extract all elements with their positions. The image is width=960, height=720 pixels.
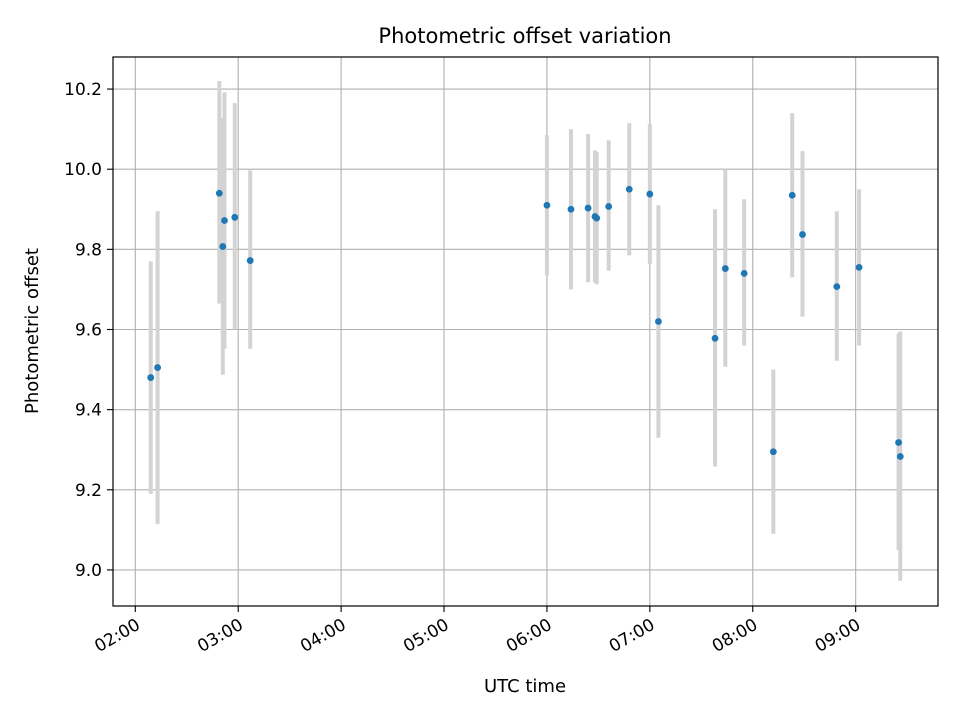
x-tick-label: 03:00 [194,615,246,657]
y-tick-label: 9.6 [75,320,102,340]
x-tick-label: 06:00 [503,615,555,657]
x-axis-ticks: 02:00 03:00 04:00 05:00 06:00 07:00 08:00 09:00 [91,606,864,657]
data-point [584,204,592,212]
data-point [646,190,654,198]
y-tick-label: 9.4 [75,401,102,421]
y-tick-label: 10.0 [64,160,102,180]
data-point [593,214,601,222]
y-axis-ticks: 9.0 9.2 9.4 9.6 9.8 10.0 10.2 [64,80,113,581]
y-tick-label: 9.2 [75,481,102,501]
data-point [605,203,613,210]
x-tick-label: 09:00 [812,615,864,657]
data-point [711,334,719,342]
data-point [799,231,806,238]
y-tick-label: 9.0 [75,561,102,581]
data-point [543,201,551,209]
data-point [855,263,863,271]
data-point [655,318,662,325]
plot-frame [112,56,939,607]
data-point [833,283,841,291]
data-point [721,265,729,272]
x-axis-title: UTC time [484,676,566,697]
x-tick-label: 08:00 [709,615,761,657]
y-tick-label: 9.8 [75,240,102,260]
x-tick-label: 02:00 [91,615,143,657]
y-tick-label: 10.2 [64,80,102,100]
data-point [215,189,223,197]
data-point [740,269,748,277]
data-point [147,374,155,381]
chart-title: Photometric offset variation [378,24,671,48]
x-tick-label: 05:00 [400,615,452,657]
data-point [219,243,227,250]
data-point [769,448,777,456]
y-axis-title: Photometric offset [22,248,43,414]
data-point [625,185,633,193]
data-point [231,213,239,221]
data-point [896,453,904,460]
data-point [221,217,228,224]
x-tick-label: 04:00 [297,615,349,657]
x-tick-label: 07:00 [606,615,658,657]
errorbar-layer [148,81,903,581]
data-point [246,257,254,264]
data-point [895,439,902,446]
point-layer [147,185,904,460]
data-point [788,191,796,199]
data-point [567,205,575,213]
data-point [154,364,161,371]
